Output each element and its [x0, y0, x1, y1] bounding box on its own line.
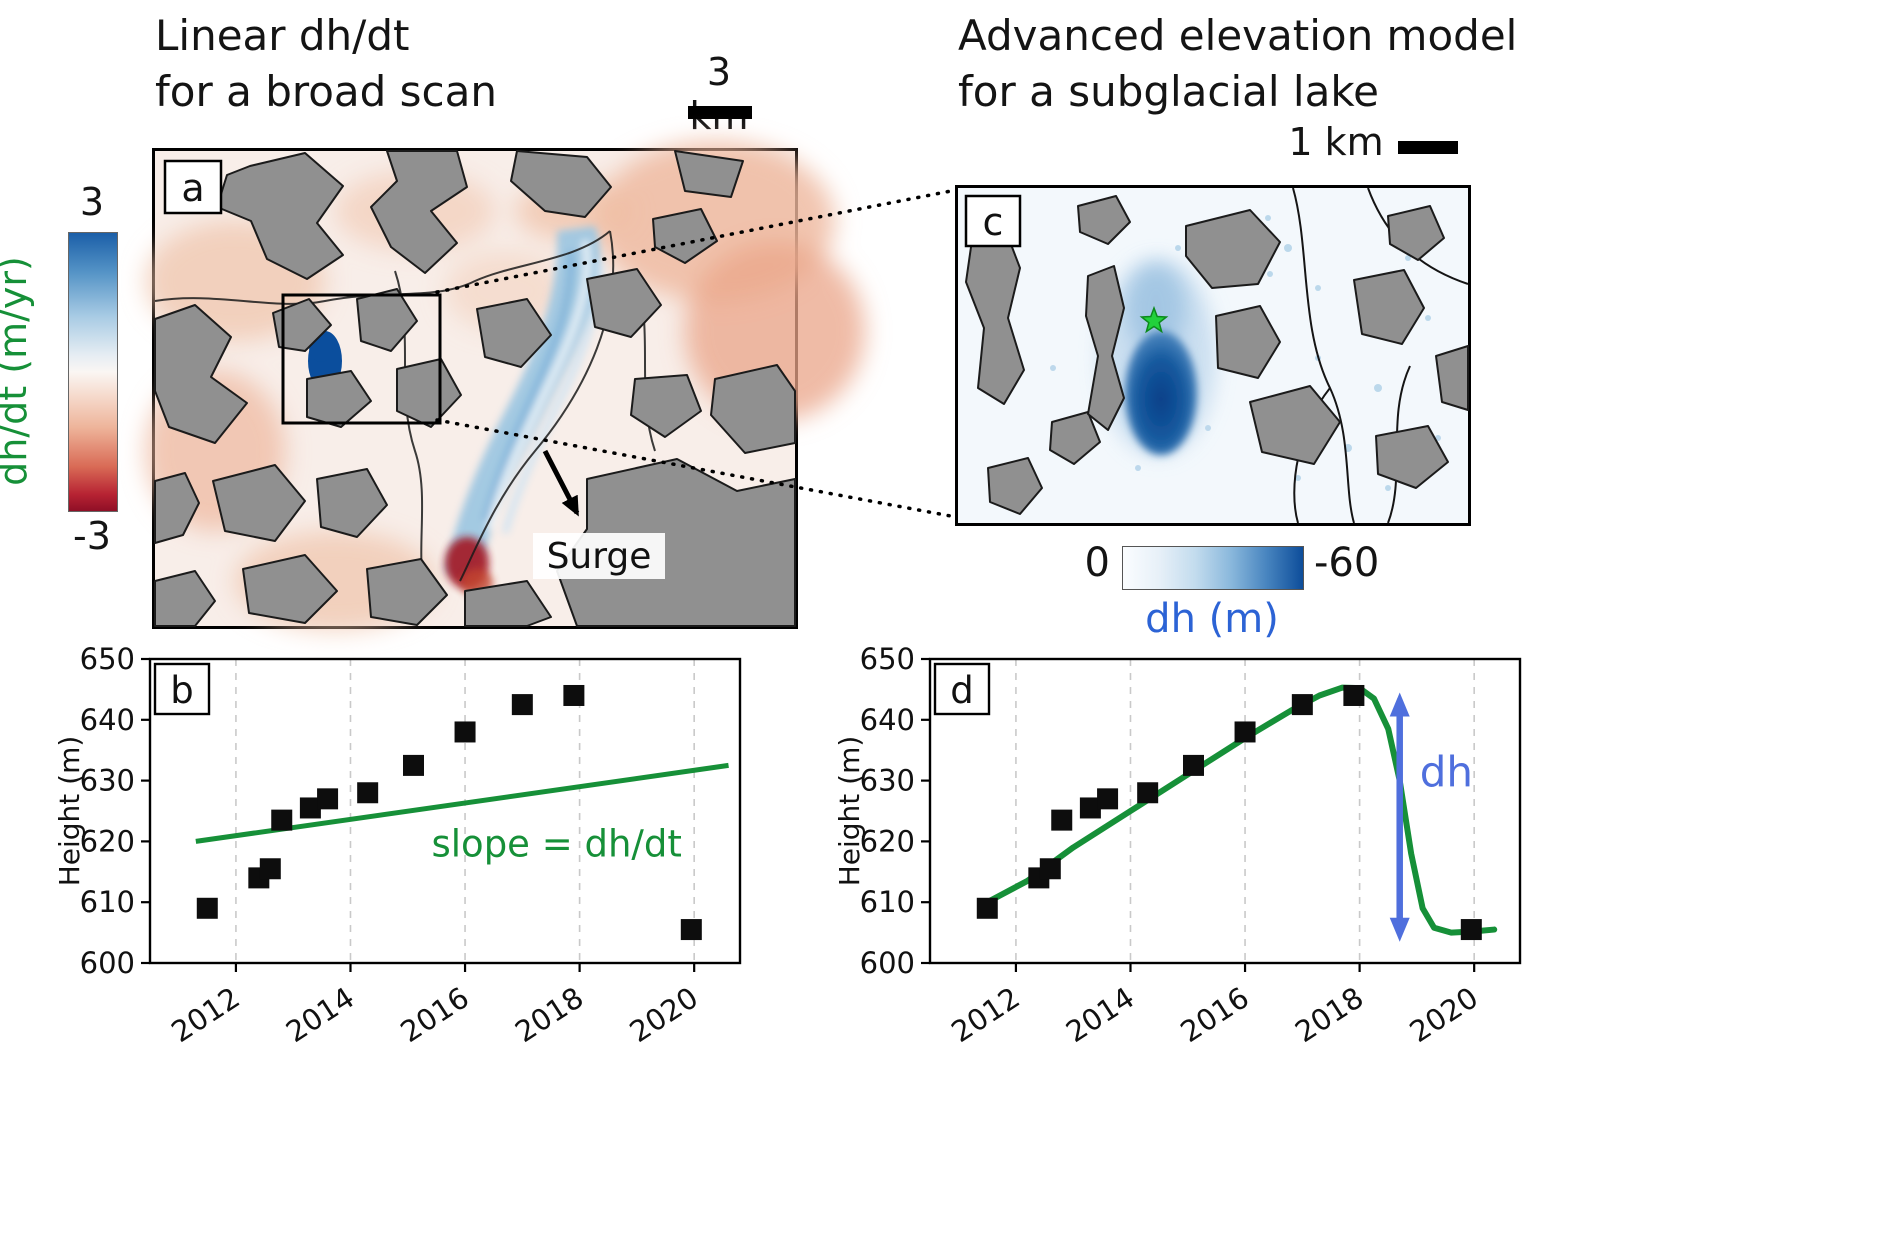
colorbar-a-min-label: -3	[73, 514, 111, 558]
panel-label: d	[950, 669, 974, 712]
panel-a-title-line1: Linear dh/dt	[155, 11, 410, 60]
svg-text:640: 640	[80, 703, 135, 737]
scalebar-c	[1398, 141, 1458, 154]
svg-text:2020: 2020	[1404, 980, 1484, 1049]
colorbar-c	[1122, 546, 1304, 590]
height-timeseries-chart-b: 600 610 620 630 640 650 2012 2014 2016 2018 2020 sl…	[53, 642, 742, 1049]
svg-text:610: 610	[860, 885, 915, 919]
svg-text:600: 600	[80, 946, 135, 980]
scalebar-a	[688, 106, 752, 119]
panel-a-title-line2: for a broad scan	[155, 67, 497, 117]
panel-c-title-line2: for a subglacial lake	[958, 67, 1380, 117]
colorbar-c-left-label: 0	[1084, 540, 1110, 586]
y-axis: 600 610 620 630 640 650	[860, 642, 930, 980]
colorbar-c-axis-label: dh (m)	[1145, 596, 1279, 642]
colorbar-a-axis-label-svg: dh/dt (m/yr)	[0, 256, 35, 486]
svg-text:640: 640	[860, 703, 915, 737]
surge-label: Surge	[547, 536, 652, 577]
svg-text:2018: 2018	[1289, 980, 1369, 1049]
panel-label-box	[153, 662, 211, 716]
scalebar-a-label: 3 km	[689, 50, 748, 138]
svg-text:620: 620	[80, 824, 135, 858]
svg-text:2020: 2020	[624, 980, 704, 1049]
data-points	[196, 684, 702, 941]
data-points	[976, 684, 1482, 941]
panel-c-label-box	[964, 194, 1022, 248]
svg-text:2016: 2016	[1174, 980, 1254, 1049]
svg-text:610: 610	[80, 885, 135, 919]
panel-a-title: Linear dh/dt for a broad scan	[155, 8, 497, 121]
surge-label-box	[533, 533, 665, 579]
panel-a-label-box	[163, 159, 223, 215]
svg-text:620: 620	[860, 824, 915, 858]
svg-text:2018: 2018	[509, 980, 589, 1049]
panel-label-box	[933, 662, 991, 716]
subglacial-lake-map: c	[955, 185, 1471, 526]
panel-c-title-line1: Advanced elevation model	[958, 11, 1518, 60]
svg-text:2016: 2016	[394, 980, 474, 1049]
gridlines	[235, 659, 695, 963]
lake-star-marker	[1139, 305, 1169, 334]
plot-frame	[928, 657, 1522, 965]
lake-drawdown-blob	[1100, 260, 1216, 456]
svg-text:2012: 2012	[165, 980, 245, 1049]
colorbar-a-max-label: 3	[79, 180, 105, 224]
svg-text:630: 630	[860, 764, 915, 798]
panel-label: b	[170, 669, 194, 712]
panel-c-label: c	[983, 200, 1004, 244]
colorbar-a-axis-label: dh/dt (m/yr)	[0, 256, 35, 486]
svg-text:650: 650	[80, 642, 135, 676]
y-axis-label: Height (m)	[53, 736, 86, 887]
svg-text:600: 600	[860, 946, 915, 980]
y-axis-label: Height (m)	[833, 736, 866, 887]
dh-double-arrow	[1389, 692, 1410, 942]
plot-frame	[148, 657, 742, 965]
colorbar-c-right-label: -60	[1314, 540, 1380, 586]
panel-c-title: Advanced elevation model for a subglacia…	[958, 8, 1517, 121]
inset-rectangle	[281, 293, 442, 425]
scalebar-c-label: 1 km	[1288, 120, 1384, 164]
annotation-d: dh	[1420, 748, 1473, 797]
panel-a-label: a	[181, 166, 204, 210]
x-axis: 2012 2014 2016 2018 2020	[165, 963, 704, 1049]
svg-text:650: 650	[860, 642, 915, 676]
svg-text:2014: 2014	[1060, 980, 1140, 1049]
x-axis: 2012 2014 2016 2018 2020	[945, 963, 1484, 1049]
gridlines	[1015, 659, 1475, 963]
svg-text:2012: 2012	[945, 980, 1025, 1049]
height-timeseries-chart-d: 600 610 620 630 640 650 2012 2014 2016 2018 2020 dh…	[833, 642, 1522, 1049]
svg-text:630: 630	[80, 764, 135, 798]
y-axis: 600 610 620 630 640 650	[80, 642, 150, 980]
broad-scan-map: Surge a	[145, 141, 865, 631]
annotation-b: slope = dh/dt	[432, 823, 682, 866]
colorbar-a	[68, 232, 118, 512]
svg-text:2014: 2014	[280, 980, 360, 1049]
rock-outcrops	[965, 195, 1469, 515]
